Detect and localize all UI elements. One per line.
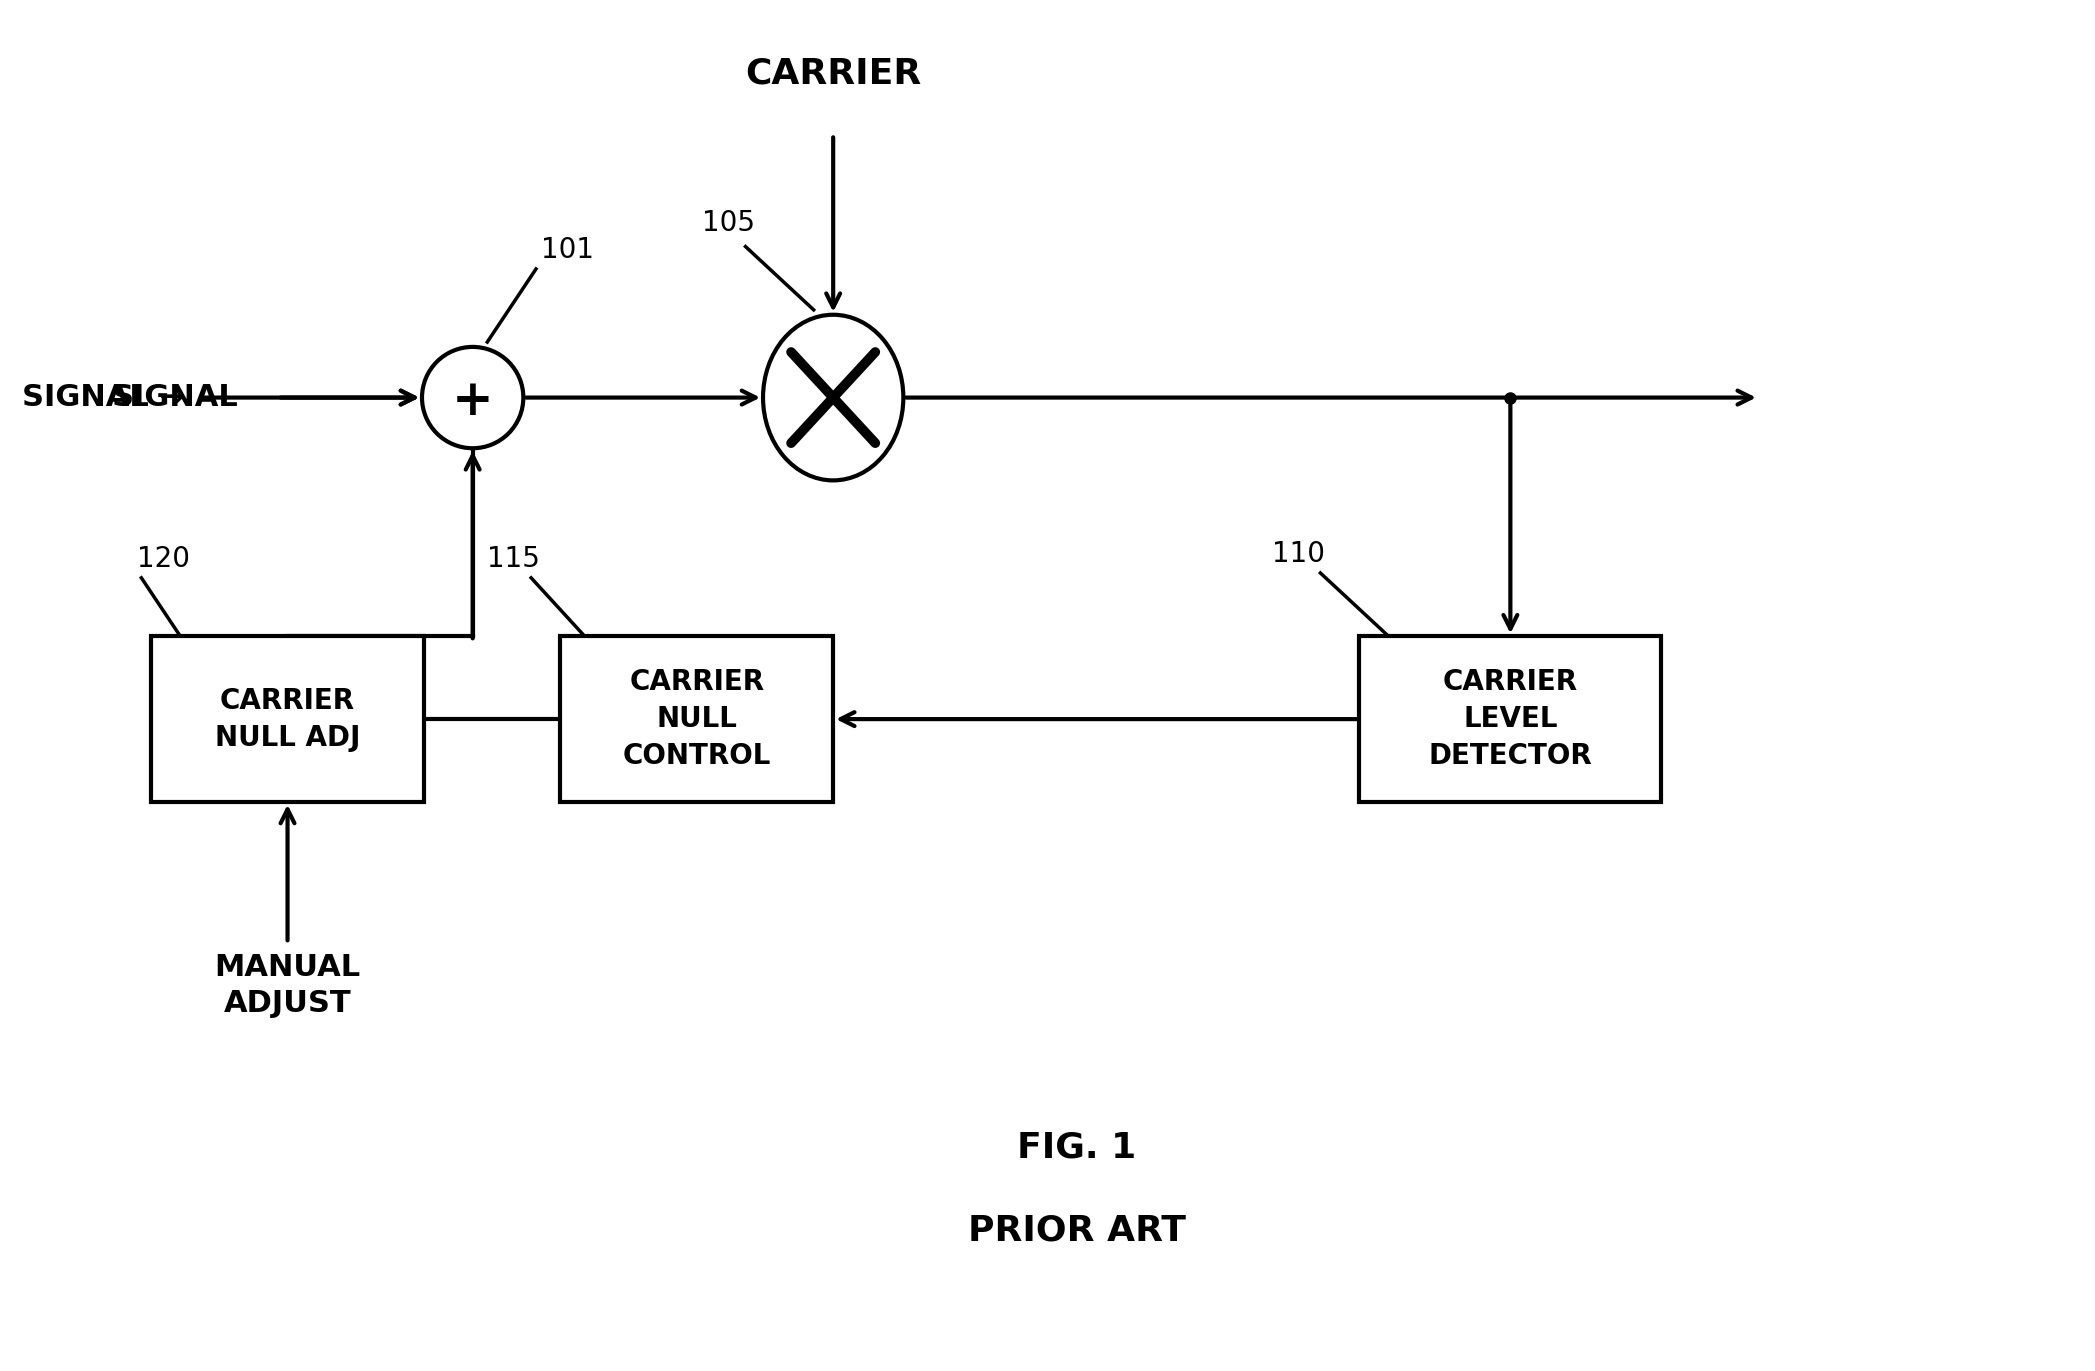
Text: PRIOR ART: PRIOR ART [968, 1213, 1186, 1248]
Ellipse shape [763, 315, 903, 480]
Text: 120: 120 [136, 544, 189, 573]
Bar [559, 636, 834, 802]
Text: FIG. 1: FIG. 1 [1018, 1131, 1135, 1165]
Text: 110: 110 [1272, 540, 1324, 568]
Bar [1360, 636, 1661, 802]
Bar [151, 636, 423, 802]
Text: CARRIER
NULL
CONTROL: CARRIER NULL CONTROL [622, 668, 771, 771]
Text: CARRIER: CARRIER [746, 56, 922, 90]
Text: 101: 101 [541, 236, 593, 265]
Text: +: + [453, 377, 494, 426]
Text: 105: 105 [702, 208, 754, 237]
Text: CARRIER
LEVEL
DETECTOR: CARRIER LEVEL DETECTOR [1429, 668, 1592, 771]
Text: CARRIER
NULL ADJ: CARRIER NULL ADJ [216, 687, 360, 751]
Text: MANUAL
ADJUST: MANUAL ADJUST [214, 953, 360, 1017]
Text: SIGNAL →: SIGNAL → [23, 383, 184, 413]
Text: 115: 115 [488, 544, 541, 573]
Text: SIGNAL: SIGNAL [113, 383, 239, 413]
Circle shape [421, 347, 524, 448]
